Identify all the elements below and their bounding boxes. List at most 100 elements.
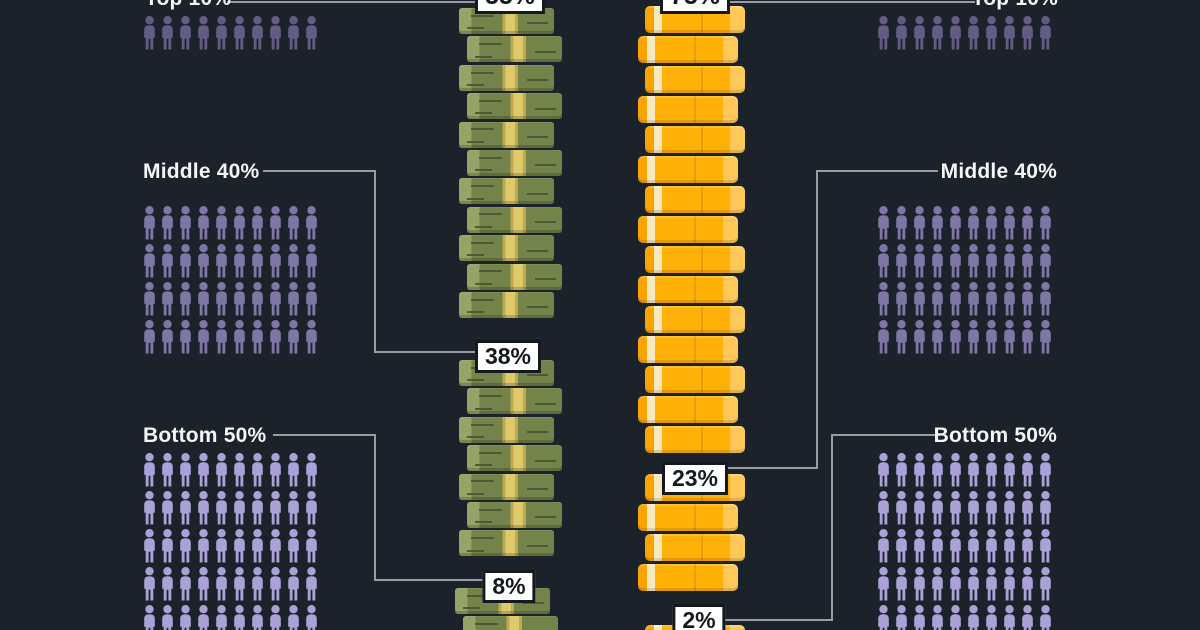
- person-icon: [143, 491, 156, 525]
- person-icon: [233, 567, 246, 601]
- gold-bar-icon: [645, 534, 745, 561]
- person-icon: [197, 453, 210, 487]
- person-icon: [287, 206, 300, 240]
- person-icon: [985, 16, 998, 50]
- person-icon: [967, 244, 980, 278]
- person-icon: [895, 491, 908, 525]
- person-icon: [179, 453, 192, 487]
- cash-stack-middle-40: [459, 360, 562, 559]
- person-icon: [967, 453, 980, 487]
- person-icon: [197, 320, 210, 354]
- gold-bar-icon: [645, 426, 745, 453]
- gold-bar-icon: [645, 306, 745, 333]
- person-icon: [949, 529, 962, 563]
- person-icon: [215, 282, 228, 316]
- person-icon: [1003, 244, 1016, 278]
- person-icon: [215, 605, 228, 630]
- pictogram-right-bottom-50: [877, 453, 1052, 630]
- person-icon: [985, 529, 998, 563]
- person-icon: [233, 605, 246, 630]
- person-icon: [197, 491, 210, 525]
- person-icon: [931, 320, 944, 354]
- person-icon: [269, 320, 282, 354]
- person-icon: [179, 206, 192, 240]
- person-icon: [1003, 206, 1016, 240]
- person-icon: [251, 320, 264, 354]
- person-icon: [287, 282, 300, 316]
- person-icon: [913, 567, 926, 601]
- person-icon: [967, 529, 980, 563]
- person-icon: [161, 206, 174, 240]
- person-icon: [967, 320, 980, 354]
- person-icon: [143, 244, 156, 278]
- person-icon: [949, 491, 962, 525]
- person-icon: [161, 16, 174, 50]
- gold-bar-icon: [645, 126, 745, 153]
- person-icon: [269, 244, 282, 278]
- connector-left-middle40: [263, 170, 505, 353]
- person-icon: [233, 282, 246, 316]
- person-icon: [161, 605, 174, 630]
- person-icon: [1039, 244, 1052, 278]
- person-icon: [161, 529, 174, 563]
- person-icon: [251, 282, 264, 316]
- pictogram-left-top-10: [143, 16, 318, 50]
- person-icon: [967, 491, 980, 525]
- person-icon: [895, 206, 908, 240]
- pictogram-left-bottom-50: [143, 453, 318, 630]
- person-icon: [967, 206, 980, 240]
- person-icon: [197, 244, 210, 278]
- person-icon: [985, 320, 998, 354]
- label-left-top-10: Top 10%: [145, 0, 231, 11]
- cash-bundle-icon: [467, 388, 562, 415]
- person-icon: [985, 244, 998, 278]
- person-icon: [967, 567, 980, 601]
- person-icon: [269, 16, 282, 50]
- person-icon: [949, 244, 962, 278]
- gold-bar-icon: [638, 396, 738, 423]
- gold-bar-icon: [645, 186, 745, 213]
- person-icon: [287, 605, 300, 630]
- person-icon: [269, 605, 282, 630]
- person-icon: [931, 529, 944, 563]
- person-icon: [287, 320, 300, 354]
- cash-bundle-icon: [459, 416, 554, 443]
- cash-bundle-icon: [459, 291, 554, 318]
- connector-right-middle40: [690, 170, 938, 469]
- person-icon: [877, 605, 890, 630]
- person-icon: [949, 320, 962, 354]
- person-icon: [985, 567, 998, 601]
- person-icon: [1021, 244, 1034, 278]
- person-icon: [251, 491, 264, 525]
- person-icon: [161, 491, 174, 525]
- person-icon: [197, 206, 210, 240]
- label-left-bottom-50: Bottom 50%: [143, 424, 267, 447]
- cash-bundle-icon: [459, 473, 554, 500]
- person-icon: [1039, 453, 1052, 487]
- person-icon: [197, 282, 210, 316]
- connector-right-bottom50: [695, 434, 940, 621]
- gold-bar-icon: [638, 504, 738, 531]
- person-icon: [877, 16, 890, 50]
- cash-bundle-icon: [467, 263, 562, 290]
- cash-bundle-icon: [467, 445, 562, 472]
- person-icon: [1003, 453, 1016, 487]
- person-icon: [143, 453, 156, 487]
- person-icon: [1039, 605, 1052, 630]
- cash-bundle-icon: [459, 121, 554, 148]
- label-right-bottom-50: Bottom 50%: [933, 424, 1057, 447]
- person-icon: [931, 567, 944, 601]
- person-icon: [1039, 529, 1052, 563]
- person-icon: [305, 491, 318, 525]
- person-icon: [197, 567, 210, 601]
- person-icon: [1039, 16, 1052, 50]
- person-icon: [895, 244, 908, 278]
- person-icon: [305, 206, 318, 240]
- person-icon: [913, 491, 926, 525]
- gold-stack-top-10: [638, 6, 745, 456]
- person-icon: [877, 206, 890, 240]
- gold-stack-middle-40: [638, 474, 745, 594]
- person-icon: [913, 282, 926, 316]
- person-icon: [305, 605, 318, 630]
